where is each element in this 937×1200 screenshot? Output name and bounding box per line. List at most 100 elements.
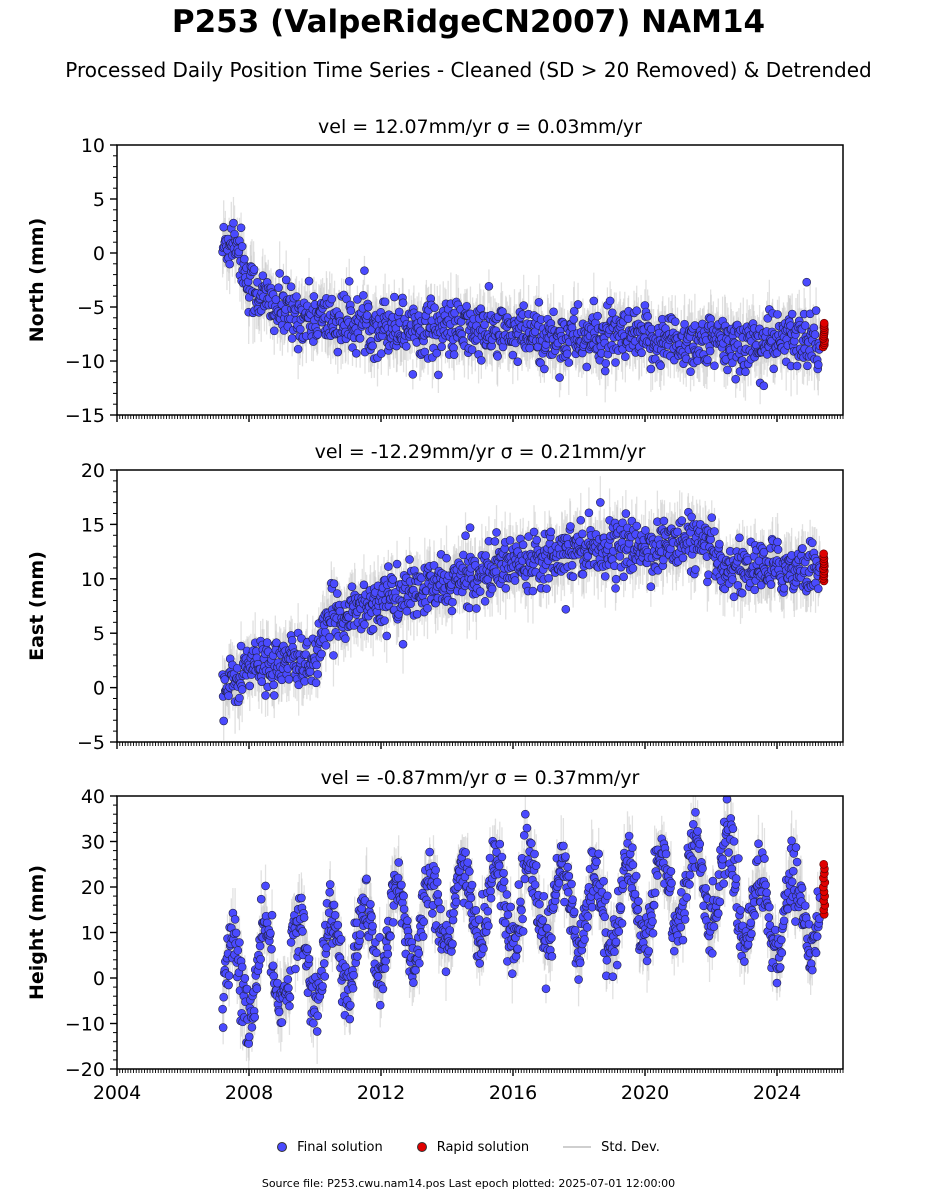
final-solution-point [274,283,283,292]
final-solution-point [368,341,377,351]
final-solution-point [351,349,361,358]
final-solution-point [362,311,372,320]
final-solution-point [691,565,700,574]
final-solution-point [333,347,343,357]
final-solution-point [540,364,549,374]
final-solution-point [687,512,696,522]
final-solution-point [480,597,490,606]
final-solution-point [621,352,630,362]
final-solution-point [481,551,490,560]
final-solution-point [628,564,638,573]
final-solution-point [583,551,593,561]
final-solution-point [317,649,326,659]
final-solution-point [434,370,443,380]
y-tick-label: 10 [81,569,105,591]
final-solution-point [787,309,797,319]
final-solution-point [269,680,278,690]
final-solution-point [615,552,625,561]
final-solution-point [578,570,588,579]
final-solution-point [802,277,812,287]
final-solution-point [249,265,259,274]
final-solution-point [281,275,291,285]
final-solution-point [236,223,246,233]
final-solution-point [569,306,579,316]
final-solution-points [218,218,825,391]
final-solution-point [296,324,305,334]
final-solution-point [423,603,432,613]
final-solution-point [596,498,605,507]
final-solution-point [611,358,620,367]
final-solution-point [728,358,737,368]
final-solution-point [237,242,247,251]
final-solution-point [236,641,246,651]
final-solution-point [542,584,551,593]
final-solution-point [605,296,615,306]
final-solution-point [347,582,357,592]
final-solution-point [637,348,646,358]
final-solution-point [491,567,501,577]
final-solution-point [678,553,688,563]
final-solution-point [368,624,378,634]
final-solution-point [327,294,337,304]
final-solution-point [293,344,303,354]
final-solution-point [232,663,242,673]
final-solution-point [309,292,319,301]
final-solution-point [484,281,494,291]
final-solution-point [332,589,342,598]
final-solution-point [329,579,339,589]
final-solution-point [659,555,668,565]
final-solution-point [569,314,578,324]
final-solution-point [544,573,553,583]
final-solution-point [773,537,782,547]
final-solution-point [566,522,575,531]
final-solution-point [576,515,586,525]
final-solution-point [490,537,500,546]
final-solution-point [269,326,279,336]
plot-frame [116,144,844,416]
final-solution-point [300,677,309,686]
final-solution-point [437,342,446,352]
final-solution-point [313,669,323,679]
figure-subtitle: Processed Daily Position Time Series - C… [65,58,872,82]
final-solution-point [513,357,523,366]
final-solution-points [218,498,825,726]
final-solution-point [741,367,750,377]
final-solution-point [257,677,267,686]
final-solution-point [811,306,821,315]
final-solution-point [346,306,356,315]
final-solution-point [779,583,789,593]
final-solution-point [518,540,528,550]
final-solution-point [731,374,740,384]
rapid-solution-point [819,549,828,559]
final-solution-point [555,373,564,382]
final-solution-point [703,577,712,587]
final-solution-point [508,350,518,360]
final-solution-point [534,297,544,307]
final-solution-point [287,334,297,343]
final-solution-point [510,576,520,585]
final-solution-point [219,222,228,232]
y-tick-label: 20 [81,460,105,482]
final-solution-point [355,334,365,343]
final-solution-point [798,544,807,553]
final-solution-point [402,606,412,616]
final-solution-point [412,609,422,619]
final-solution-point [467,345,477,355]
final-solution-point [229,218,238,228]
final-solution-point [501,583,511,593]
final-solution-point [325,632,334,642]
final-solution-point [271,295,281,304]
final-solution-point [224,691,233,701]
final-solution-point [312,660,321,670]
final-solution-point [619,572,628,582]
final-solution-point [477,356,486,365]
final-solution-point [398,639,408,649]
final-solution-point [524,532,533,541]
final-solution-point [380,616,389,625]
final-solution-point [258,271,268,280]
final-solution-point [304,276,314,286]
final-solution-point [237,685,247,694]
final-solution-point [465,523,475,532]
final-solution-point [465,603,474,613]
